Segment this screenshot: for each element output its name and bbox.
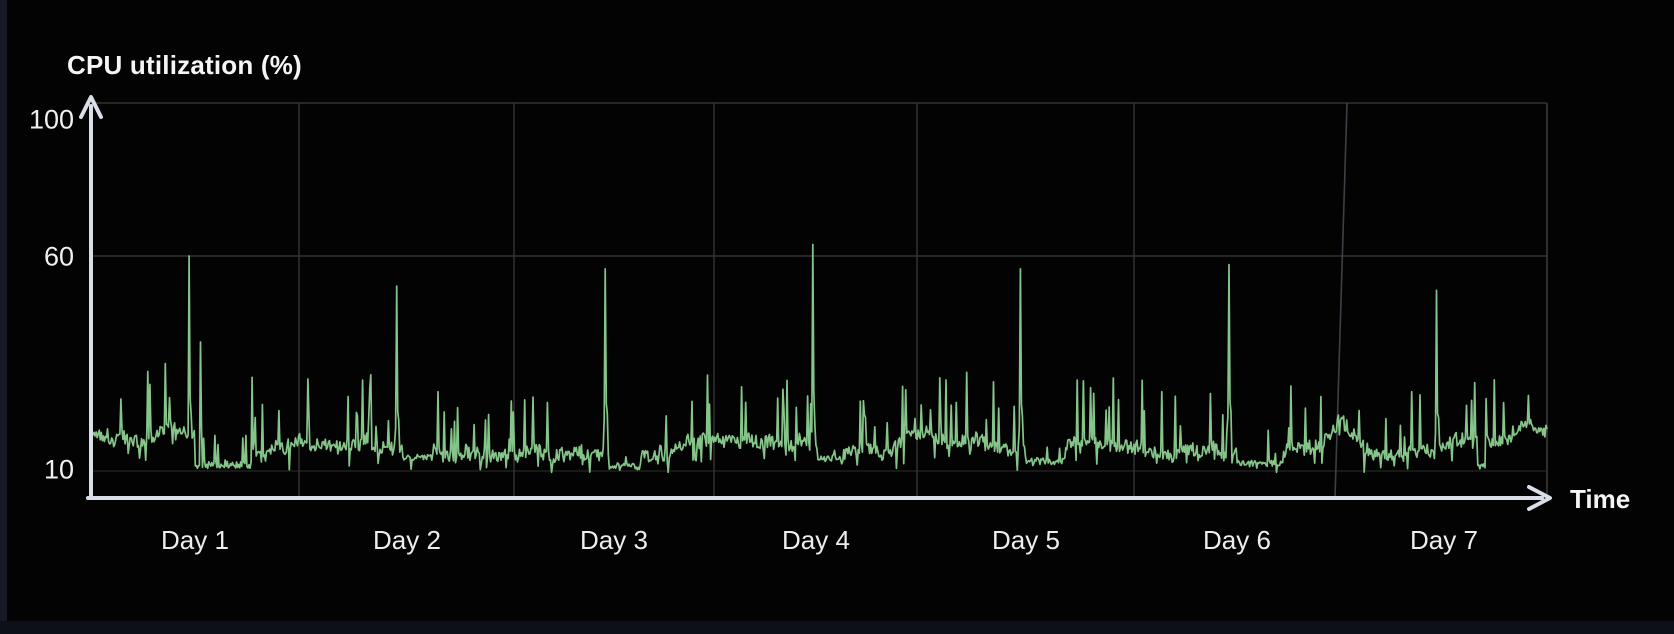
x-axis-label-time: Time bbox=[1570, 484, 1631, 514]
x-tick-day-1: Day 1 bbox=[161, 525, 229, 555]
y-tick-100: 100 bbox=[28, 104, 74, 135]
x-tick-day-7: Day 7 bbox=[1410, 525, 1478, 555]
cpu-utilization-series bbox=[90, 243, 1548, 474]
y-tick-60: 60 bbox=[43, 241, 74, 272]
y-tick-10: 10 bbox=[43, 454, 74, 485]
x-axis-arrow bbox=[1527, 485, 1552, 511]
x-tick-day-2: Day 2 bbox=[373, 525, 441, 555]
x-tick-day-3: Day 3 bbox=[580, 525, 648, 555]
y-axis-arrow bbox=[79, 95, 103, 119]
x-tick-day-5: Day 5 bbox=[992, 525, 1060, 555]
axes bbox=[79, 95, 1552, 511]
desktop-edge-bottom bbox=[0, 621, 1674, 634]
chart-title: CPU utilization (%) bbox=[67, 50, 302, 80]
x-tick-day-4: Day 4 bbox=[782, 525, 850, 555]
desktop-edge-left bbox=[0, 0, 7, 634]
gridlines bbox=[91, 102, 1548, 499]
x-tick-day-6: Day 6 bbox=[1203, 525, 1271, 555]
